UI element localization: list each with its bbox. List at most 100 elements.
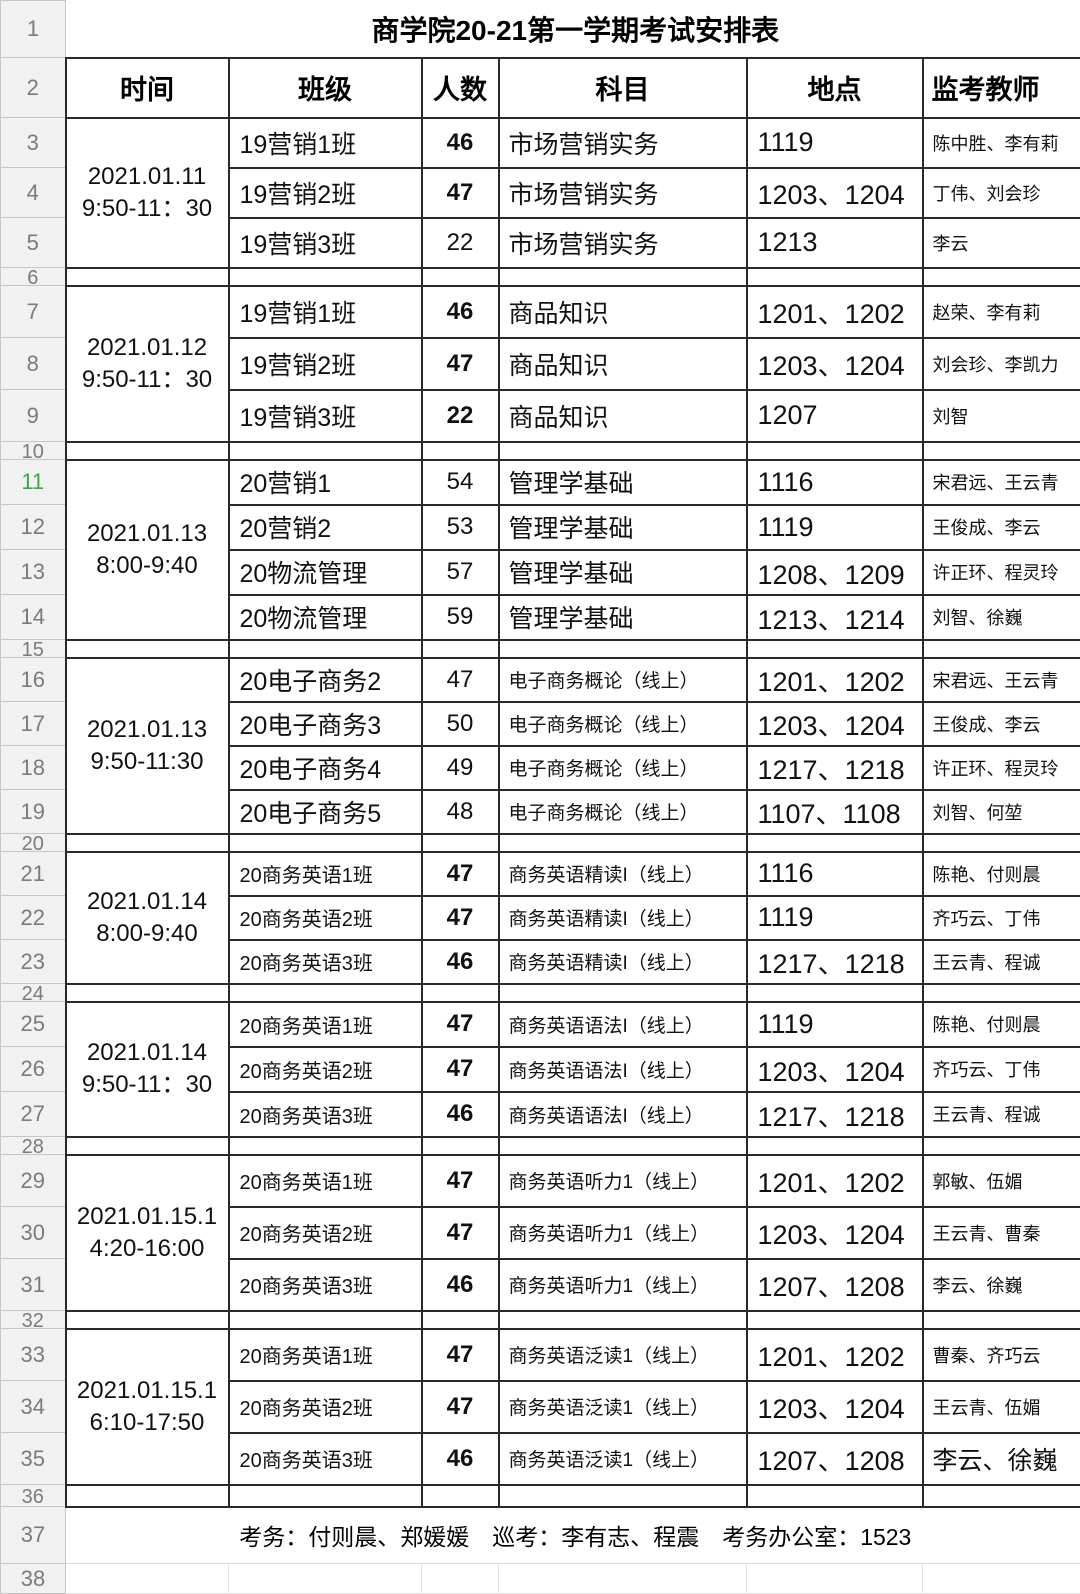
cell-invigilator[interactable]: 王云青、程诚	[923, 1092, 1080, 1137]
cell-time[interactable]: 2021.01.15.1 4:20-16:00	[66, 1155, 229, 1311]
cell-room[interactable]: 1203、1204	[747, 1047, 923, 1092]
cell-room[interactable]: 1208、1209	[747, 550, 923, 595]
cell-subject[interactable]: 电子商务概论（线上）	[499, 658, 747, 702]
cell-count[interactable]: 54	[422, 460, 499, 505]
cell-count[interactable]: 48	[422, 790, 499, 834]
cell-subject[interactable]: 商务英语精读I（线上）	[499, 940, 747, 984]
empty-cell[interactable]	[747, 268, 923, 286]
empty-cell[interactable]	[923, 1137, 1080, 1155]
cell-class[interactable]: 20营销1	[229, 460, 422, 505]
cell-count[interactable]: 59	[422, 595, 499, 640]
cell-time[interactable]: 2021.01.14 8:00-9:40	[66, 852, 229, 984]
empty-cell[interactable]	[66, 1485, 229, 1507]
row-number[interactable]: 26	[1, 1047, 66, 1092]
cell-room[interactable]: 1119	[747, 118, 923, 168]
row-number[interactable]: 33	[1, 1329, 66, 1381]
cell-subject[interactable]: 管理学基础	[499, 595, 747, 640]
row-number[interactable]: 18	[1, 746, 66, 790]
row-number[interactable]: 7	[1, 286, 66, 338]
cell-subject[interactable]: 管理学基础	[499, 460, 747, 505]
cell-subject[interactable]: 管理学基础	[499, 505, 747, 550]
cell-time[interactable]: 2021.01.11 9:50-11：30	[66, 118, 229, 268]
cell-subject[interactable]: 市场营销实务	[499, 218, 747, 268]
cell-subject[interactable]: 商务英语语法I（线上）	[499, 1047, 747, 1092]
cell-class[interactable]: 20电子商务3	[229, 702, 422, 746]
row-number[interactable]: 2	[1, 58, 66, 118]
row-number[interactable]: 3	[1, 118, 66, 168]
cell-time[interactable]: 2021.01.12 9:50-11：30	[66, 286, 229, 442]
cell-class[interactable]: 20商务英语2班	[229, 1047, 422, 1092]
cell-invigilator[interactable]: 许正环、程灵玲	[923, 550, 1080, 595]
row-number[interactable]: 35	[1, 1433, 66, 1485]
empty-cell[interactable]	[923, 1485, 1080, 1507]
cell-subject[interactable]: 电子商务概论（线上）	[499, 790, 747, 834]
row-number[interactable]: 22	[1, 896, 66, 940]
cell-subject[interactable]: 商务英语语法I（线上）	[499, 1002, 747, 1047]
empty-cell[interactable]	[747, 1485, 923, 1507]
cell-class[interactable]: 20商务英语1班	[229, 1155, 422, 1207]
empty-cell[interactable]	[66, 640, 229, 658]
cell-invigilator[interactable]: 李云、徐巍	[923, 1433, 1080, 1485]
cell-count[interactable]: 47	[422, 1329, 499, 1381]
col-header-location[interactable]: 地点	[747, 58, 923, 118]
cell-invigilator[interactable]: 刘智、何堃	[923, 790, 1080, 834]
row-number[interactable]: 8	[1, 338, 66, 390]
cell-class[interactable]: 19营销2班	[229, 168, 422, 218]
empty-cell[interactable]	[229, 834, 422, 852]
cell-class[interactable]: 19营销1班	[229, 286, 422, 338]
empty-cell[interactable]	[747, 984, 923, 1002]
cell-invigilator[interactable]: 刘智	[923, 390, 1080, 442]
row-number[interactable]: 21	[1, 852, 66, 896]
cell-invigilator[interactable]: 赵荣、李有莉	[923, 286, 1080, 338]
empty-cell[interactable]	[422, 984, 499, 1002]
empty-cell[interactable]	[747, 1311, 923, 1329]
cell-subject[interactable]: 商务英语精读I（线上）	[499, 896, 747, 940]
cell-class[interactable]: 20电子商务2	[229, 658, 422, 702]
row-number[interactable]: 5	[1, 218, 66, 268]
cell-count[interactable]: 46	[422, 1092, 499, 1137]
cell-room[interactable]: 1217、1218	[747, 1092, 923, 1137]
empty-cell[interactable]	[923, 1311, 1080, 1329]
cell-class[interactable]: 20营销2	[229, 505, 422, 550]
cell-room[interactable]: 1107、1108	[747, 790, 923, 834]
row-number[interactable]: 25	[1, 1002, 66, 1047]
cell-time[interactable]: 2021.01.13 8:00-9:40	[66, 460, 229, 640]
empty-cell[interactable]	[229, 1137, 422, 1155]
row-number[interactable]: 16	[1, 658, 66, 702]
cell-room[interactable]: 1201、1202	[747, 1155, 923, 1207]
row-number[interactable]: 37	[1, 1507, 66, 1564]
empty-cell[interactable]	[499, 834, 747, 852]
cell-class[interactable]: 20商务英语3班	[229, 1092, 422, 1137]
empty-cell[interactable]	[499, 1485, 747, 1507]
cell-subject[interactable]: 商品知识	[499, 286, 747, 338]
cell-room[interactable]: 1207	[747, 390, 923, 442]
cell-subject[interactable]: 商务英语语法I（线上）	[499, 1092, 747, 1137]
cell-class[interactable]: 19营销2班	[229, 338, 422, 390]
cell-count[interactable]: 47	[422, 1381, 499, 1433]
empty-cell[interactable]	[499, 1564, 747, 1594]
row-number[interactable]: 23	[1, 940, 66, 984]
empty-cell[interactable]	[66, 1311, 229, 1329]
cell-invigilator[interactable]: 齐巧云、丁伟	[923, 896, 1080, 940]
empty-cell[interactable]	[747, 640, 923, 658]
empty-cell[interactable]	[422, 1311, 499, 1329]
cell-room[interactable]: 1213、1214	[747, 595, 923, 640]
empty-cell[interactable]	[229, 984, 422, 1002]
empty-cell[interactable]	[229, 442, 422, 460]
cell-room[interactable]: 1203、1204	[747, 1207, 923, 1259]
row-number[interactable]: 6	[1, 268, 66, 286]
cell-room[interactable]: 1201、1202	[747, 1329, 923, 1381]
empty-cell[interactable]	[229, 640, 422, 658]
sheet-title-cell[interactable]: 商学院20-21第一学期考试安排表	[66, 1, 1080, 58]
cell-count[interactable]: 47	[422, 896, 499, 940]
cell-invigilator[interactable]: 陈中胜、李有莉	[923, 118, 1080, 168]
empty-cell[interactable]	[499, 640, 747, 658]
cell-subject[interactable]: 商品知识	[499, 338, 747, 390]
empty-cell[interactable]	[422, 1564, 499, 1594]
empty-cell[interactable]	[229, 1311, 422, 1329]
cell-invigilator[interactable]: 宋君远、王云青	[923, 460, 1080, 505]
empty-cell[interactable]	[923, 984, 1080, 1002]
empty-cell[interactable]	[747, 1564, 923, 1594]
cell-count[interactable]: 47	[422, 168, 499, 218]
cell-invigilator[interactable]: 王云青、曹秦	[923, 1207, 1080, 1259]
